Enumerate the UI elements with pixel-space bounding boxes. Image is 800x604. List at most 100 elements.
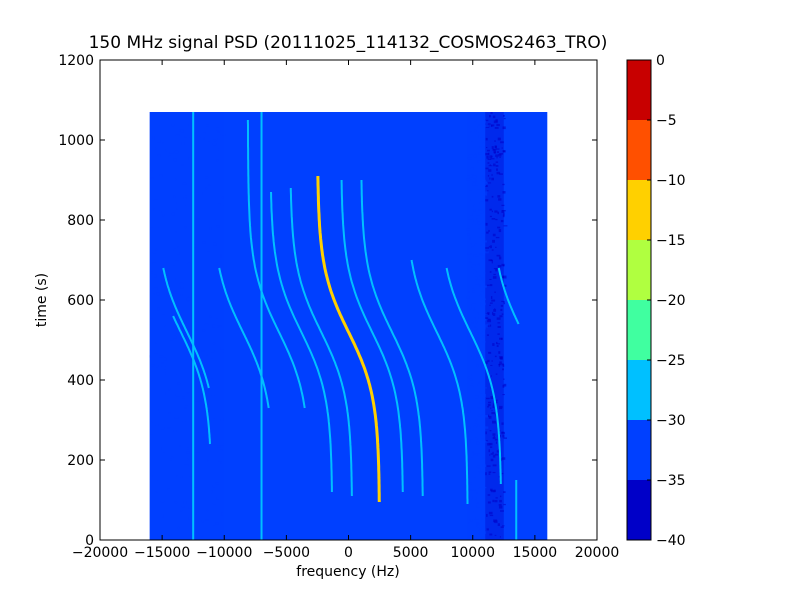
noise-speckle — [178, 445, 181, 447]
noise-speckle — [494, 151, 496, 154]
y-tick-label: 800 — [67, 213, 94, 229]
noise-speckle — [213, 525, 215, 527]
noise-speckle — [482, 175, 485, 178]
noise-speckle — [474, 115, 477, 118]
noise-speckle — [473, 303, 476, 307]
noise-speckle — [500, 275, 505, 279]
colorbar-segment — [627, 60, 651, 120]
noise-speckle — [493, 521, 495, 523]
noise-speckle — [478, 152, 483, 155]
x-tick-label: −10000 — [196, 545, 252, 561]
noise-speckle — [470, 115, 473, 119]
noise-speckle — [194, 447, 196, 450]
noise-speckle — [484, 250, 489, 254]
noise-speckle — [471, 355, 476, 357]
noise-speckle — [491, 218, 496, 220]
noise-speckle — [222, 443, 226, 446]
noise-speckle — [186, 451, 190, 454]
noise-speckle — [470, 437, 472, 440]
y-tick-label: 1200 — [58, 53, 94, 69]
noise-speckle — [212, 486, 215, 488]
noise-speckle — [170, 308, 174, 311]
noise-speckle — [494, 534, 497, 536]
noise-speckle — [470, 212, 473, 216]
noise-speckle — [175, 134, 180, 137]
colorbar-segment — [627, 420, 651, 480]
noise-speckle — [476, 465, 481, 468]
noise-speckle — [150, 316, 154, 319]
noise-speckle — [189, 476, 192, 478]
noise-speckle — [155, 365, 159, 368]
noise-speckle — [481, 537, 484, 540]
noise-speckle — [159, 355, 164, 358]
noise-speckle — [472, 530, 476, 533]
noise-speckle — [470, 320, 474, 323]
noise-speckle — [487, 406, 490, 408]
noise-speckle — [194, 244, 197, 248]
noise-speckle — [482, 435, 484, 438]
noise-speckle — [484, 440, 488, 443]
noise-speckle — [175, 373, 177, 376]
noise-speckle — [501, 300, 504, 303]
noise-speckle — [489, 177, 491, 180]
noise-speckle — [201, 350, 205, 352]
noise-speckle — [184, 136, 188, 138]
noise-speckle — [479, 348, 481, 352]
y-tick-label: 0 — [85, 533, 94, 549]
noise-speckle — [156, 409, 159, 412]
colorbar-tick-label: 0 — [656, 53, 665, 69]
noise-speckle — [206, 251, 210, 253]
noise-speckle — [481, 124, 484, 126]
noise-speckle — [501, 147, 503, 149]
noise-speckle — [483, 485, 486, 489]
noise-speckle — [197, 205, 199, 208]
noise-speckle — [193, 294, 197, 297]
noise-speckle — [470, 385, 474, 388]
noise-speckle — [492, 451, 494, 454]
noise-speckle — [194, 134, 198, 137]
noise-speckle — [499, 173, 503, 175]
noise-speckle — [498, 229, 502, 233]
noise-speckle — [180, 129, 184, 133]
noise-speckle — [485, 124, 489, 128]
noise-speckle — [484, 387, 487, 389]
noise-speckle — [155, 424, 159, 427]
noise-speckle — [477, 407, 482, 409]
noise-speckle — [476, 218, 478, 221]
noise-speckle — [177, 382, 181, 385]
noise-speckle — [477, 452, 481, 454]
noise-speckle — [489, 514, 494, 517]
noise-speckle — [487, 442, 491, 446]
noise-speckle — [499, 337, 503, 340]
noise-speckle — [489, 302, 493, 304]
doppler-curves — [162, 120, 520, 504]
noise-speckle — [487, 359, 490, 363]
noise-speckle — [489, 155, 492, 159]
noise-speckle — [184, 405, 189, 409]
y-tick-label: 400 — [67, 373, 94, 389]
noise-speckle — [210, 490, 213, 494]
noise-speckle — [482, 150, 486, 153]
noise-speckle — [190, 315, 194, 318]
noise-speckle — [483, 240, 487, 243]
noise-speckle — [219, 444, 224, 446]
noise-speckle — [491, 124, 495, 127]
noise-speckle — [491, 360, 493, 362]
noise-speckle — [182, 420, 186, 423]
noise-speckle — [477, 332, 479, 335]
noise-speckle — [501, 210, 505, 214]
noise-speckle — [193, 486, 197, 488]
noise-speckle — [479, 243, 482, 246]
noise-speckle — [477, 125, 479, 129]
noise-speckle — [468, 190, 472, 192]
noise-speckle — [212, 484, 216, 487]
noise-speckle — [211, 394, 215, 397]
noise-speckle — [479, 350, 482, 353]
noise-speckle — [470, 167, 474, 170]
noise-speckle — [197, 386, 200, 389]
noise-speckle — [156, 292, 160, 296]
noise-speckle — [476, 364, 479, 368]
noise-speckle — [158, 447, 162, 451]
noise-speckle — [495, 148, 500, 150]
noise-speckle — [494, 499, 498, 503]
